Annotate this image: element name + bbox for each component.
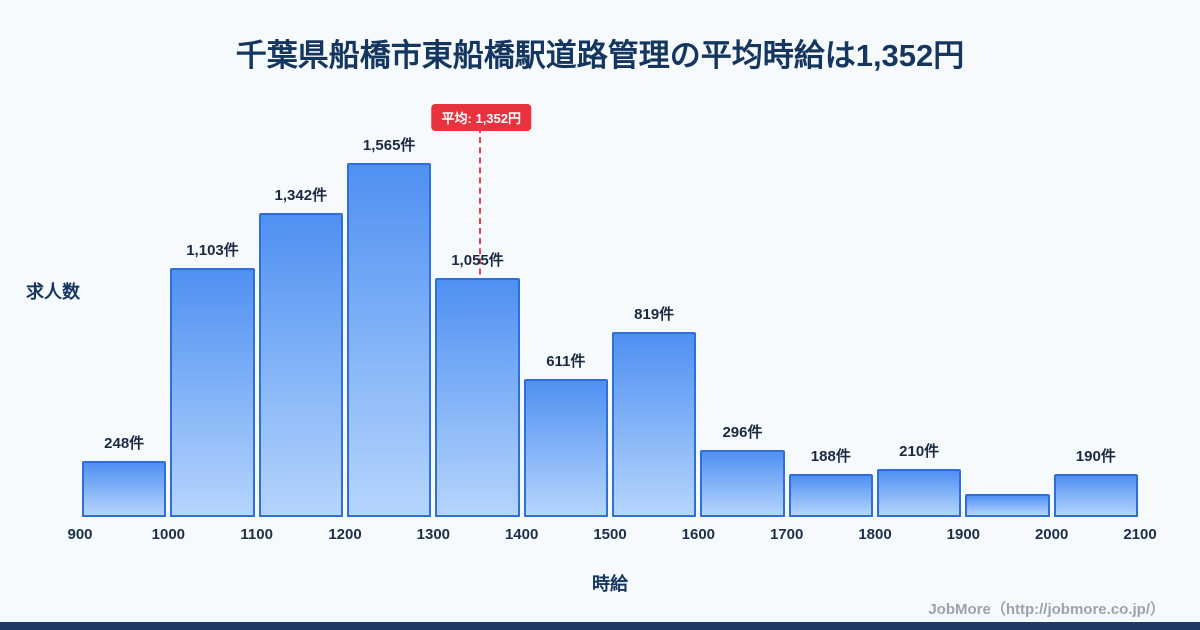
histogram-bar [82,461,167,517]
histogram-bar [788,474,873,517]
histogram-bar [877,469,962,517]
bar-value-label: 1,055件 [451,252,504,269]
x-tick-label: 1700 [769,526,804,543]
average-badge: 平均: 1,352円 [431,104,532,131]
x-tick-label: 1500 [593,526,627,543]
histogram-bar [435,278,520,517]
x-tick-label: 1900 [946,526,981,543]
x-axis-label: 時給 [592,574,628,594]
bar-value-label: 190件 [1075,448,1116,465]
histogram-bar [700,450,785,517]
histogram-bar [347,163,432,517]
footer-attribution: JobMore（http://jobmore.co.jp/） [928,601,1165,618]
bar-value-label: 248件 [104,435,145,452]
bar-value-label: 819件 [634,306,675,323]
bar-value-label: 296件 [722,424,763,441]
x-tick-label: 1800 [858,526,892,543]
bar-value-label: 1,342件 [274,187,328,204]
bottom-accent-strip [0,622,1200,630]
bar-value-label: 1,565件 [362,137,416,154]
histogram-bar [612,332,697,517]
bar-value-label: 188件 [810,448,851,465]
x-tick-label: 900 [67,526,93,543]
x-tick-label: 2100 [1123,526,1157,543]
x-tick-label: 1300 [416,526,451,543]
x-tick-label: 2000 [1034,526,1069,543]
histogram-plot-area: 248件 1,103件 1,342件 1,565件 1,055件 611件 819件 296件… [80,127,1140,517]
x-tick-label: 1400 [504,526,539,543]
histogram-bar [965,494,1050,517]
y-axis-label: 求人数 [26,282,80,302]
histogram-bar [258,213,343,517]
histogram-bar [523,379,608,517]
page-title: 千葉県船橋市東船橋駅道路管理の平均時給は1,352円 [235,38,965,73]
x-tick-label: 1600 [681,526,716,543]
x-tick-label: 1200 [328,526,362,543]
x-tick-label: 1100 [240,526,273,543]
bar-value-label: 1,103件 [186,242,239,259]
bar-value-label: 611件 [546,353,586,370]
x-axis-ticks: 900 1000 1100 1200 1300 1400 1500 1600 1700 1800 1… [67,526,1156,546]
histogram-bar [170,268,255,517]
bar-value-label: 210件 [899,443,940,460]
x-tick-label: 1000 [151,526,186,543]
histogram-bar [1053,474,1138,517]
